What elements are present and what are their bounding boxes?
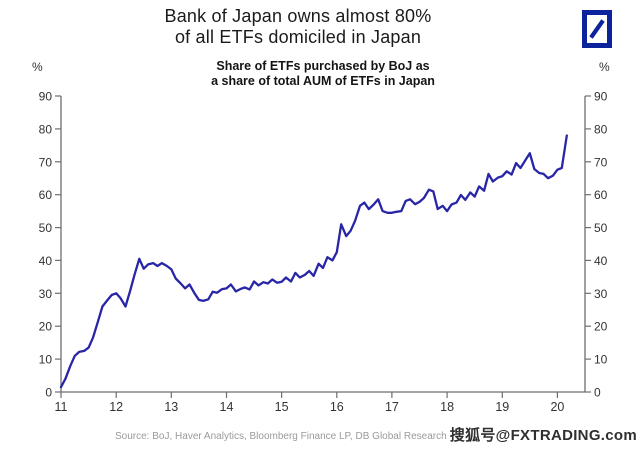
x-tick-label: 11	[55, 400, 68, 414]
y-tick-label-left: 20	[39, 320, 53, 334]
y-tick-label-right: 0	[594, 386, 601, 400]
y-tick-label-right: 50	[594, 221, 608, 235]
y-tick-label-right: 30	[594, 287, 608, 301]
y-tick-label-left: 0	[45, 386, 52, 400]
deutsche-bank-logo-icon	[582, 10, 612, 48]
x-tick-label: 18	[440, 400, 454, 414]
x-tick-label: 15	[275, 400, 289, 414]
y-tick-label-right: 80	[594, 122, 608, 136]
x-tick-label: 13	[164, 400, 178, 414]
y-tick-label-left: 30	[39, 287, 53, 301]
chart-subtitle-line1: Share of ETFs purchased by BoJ as	[216, 59, 430, 73]
logo-slash	[589, 19, 605, 39]
y-tick-label-left: 80	[39, 122, 53, 136]
y-axis-unit-right: %	[599, 60, 610, 74]
y-tick-label-left: 10	[39, 353, 53, 367]
x-tick-label: 16	[330, 400, 344, 414]
axis-ticks	[55, 95, 591, 398]
page-title: Bank of Japan owns almost 80% of all ETF…	[0, 6, 596, 48]
x-tick-label: 19	[495, 400, 509, 414]
axis-tick-labels: 0 0 10 10 20 20 30 30 40 40 50 50 60 60 70 70 80 80 90 90 11…	[39, 90, 608, 415]
y-tick-label-left: 90	[39, 90, 53, 104]
x-tick-label: 20	[550, 400, 564, 414]
y-axis-unit-left: %	[32, 60, 43, 74]
y-tick-label-left: 70	[39, 155, 53, 169]
y-tick-label-right: 40	[594, 254, 608, 268]
boj-share-line-series	[59, 134, 568, 389]
page-title-line2: of all ETFs domiciled in Japan	[174, 27, 422, 47]
sohu-fxtrading-watermark: 搜狐号@FXTRADING.com	[449, 427, 637, 444]
y-tick-label-right: 20	[594, 320, 608, 334]
y-tick-label-right: 90	[594, 90, 608, 104]
y-tick-label-left: 50	[39, 221, 53, 235]
x-tick-label: 17	[385, 400, 399, 414]
y-tick-label-right: 70	[594, 155, 608, 169]
x-tick-label: 12	[109, 400, 123, 414]
x-tick-label: 14	[220, 400, 234, 414]
y-tick-label-right: 60	[594, 188, 608, 202]
source-text: Source: BoJ, Haver Analytics, Bloomberg …	[115, 431, 447, 442]
y-tick-label-right: 10	[594, 353, 608, 367]
page-title-line1: Bank of Japan owns almost 80%	[164, 6, 432, 26]
y-tick-label-left: 40	[39, 254, 53, 268]
logo-frame	[582, 10, 612, 48]
chart-subtitle-line2: a share of total AUM of ETFs in Japan	[211, 73, 435, 88]
y-tick-label-left: 60	[39, 188, 53, 202]
chart-subtitle: Share of ETFs purchased by BoJ as a shar…	[103, 59, 543, 88]
